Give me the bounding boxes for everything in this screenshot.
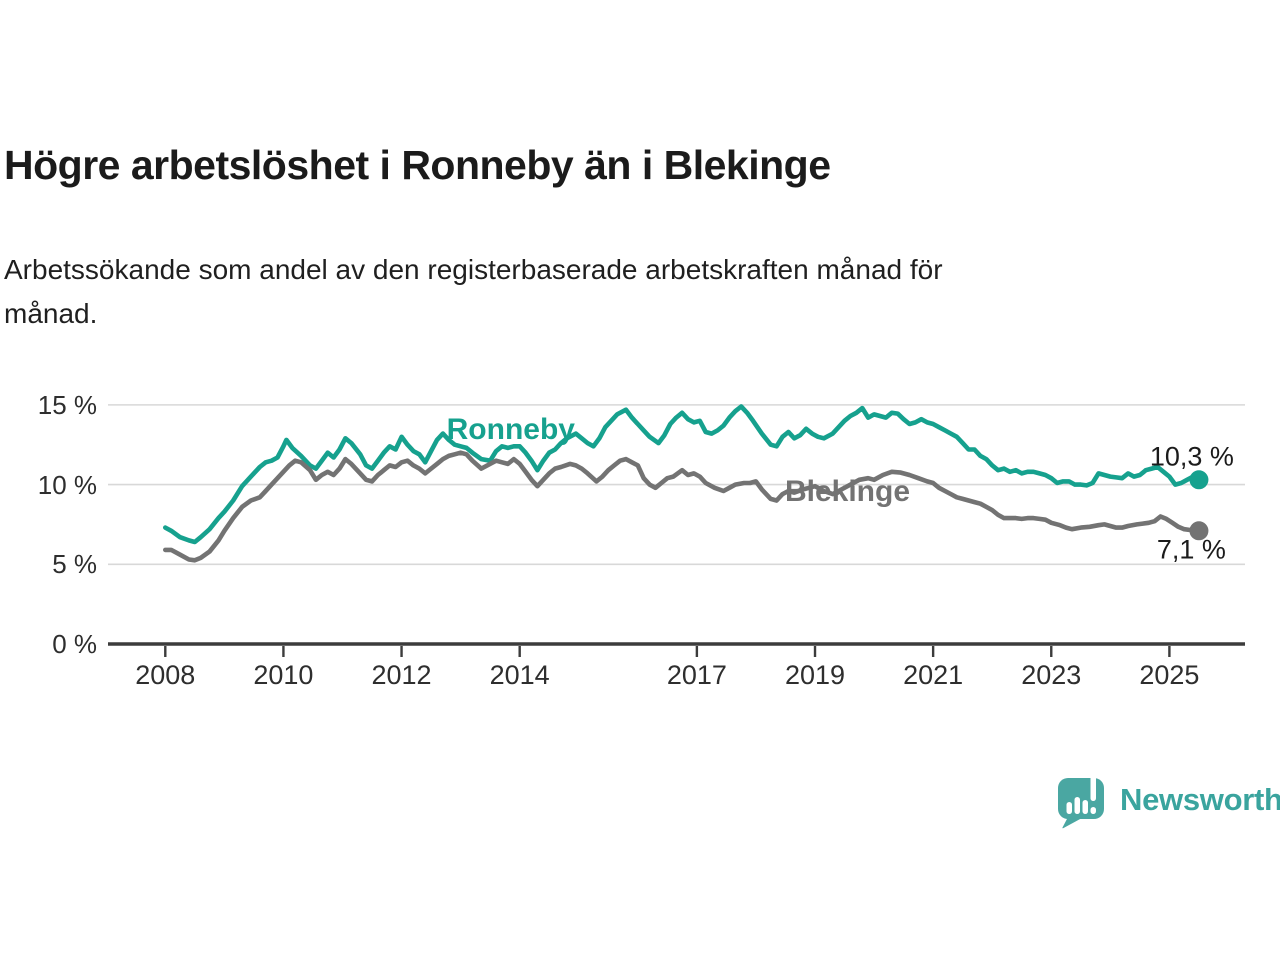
x-axis-label: 2012	[371, 660, 432, 690]
y-axis-label: 10 %	[37, 469, 97, 500]
series-line-ronneby	[163, 404, 1202, 545]
x-axis-label: 2019	[784, 660, 846, 690]
series-end-dot-blekinge	[1189, 521, 1209, 541]
y-axis-label: 0 %	[52, 629, 97, 659]
series-line-blekinge	[163, 450, 1202, 563]
y-axis-label: 5 %	[52, 549, 97, 580]
end-value-label-ronneby: 10,3 %	[1149, 441, 1234, 472]
page-title: Högre arbetslöshet i Ronneby än i Blekin…	[4, 142, 831, 188]
newsworthy-brand: Newsworthy	[1055, 771, 1280, 829]
subtitle-line-2: månad.	[4, 298, 98, 329]
x-axis-label: 2014	[489, 660, 550, 690]
series-label-blekinge: Blekinge	[784, 474, 911, 508]
y-axis-label: 15 %	[37, 389, 97, 420]
chart-subtitle: Arbetssökande som andel av den registerb…	[4, 248, 943, 336]
x-axis-label: 2021	[903, 660, 964, 690]
x-axis-label: 2010	[253, 660, 314, 690]
series-end-dot-ronneby	[1189, 470, 1209, 490]
end-value-label-blekinge: 7,1 %	[1156, 534, 1226, 565]
x-axis-label: 2017	[666, 660, 727, 690]
x-axis-label: 2023	[1021, 660, 1082, 690]
subtitle-line-1: Arbetssökande som andel av den registerb…	[4, 254, 943, 285]
x-axis-label: 2025	[1139, 660, 1200, 690]
brand-name: Newsworthy	[1120, 782, 1280, 817]
newsworthy-logo-icon	[1058, 773, 1104, 829]
series-label-ronneby: Ronneby	[446, 412, 575, 446]
x-axis-label: 2008	[135, 660, 196, 690]
